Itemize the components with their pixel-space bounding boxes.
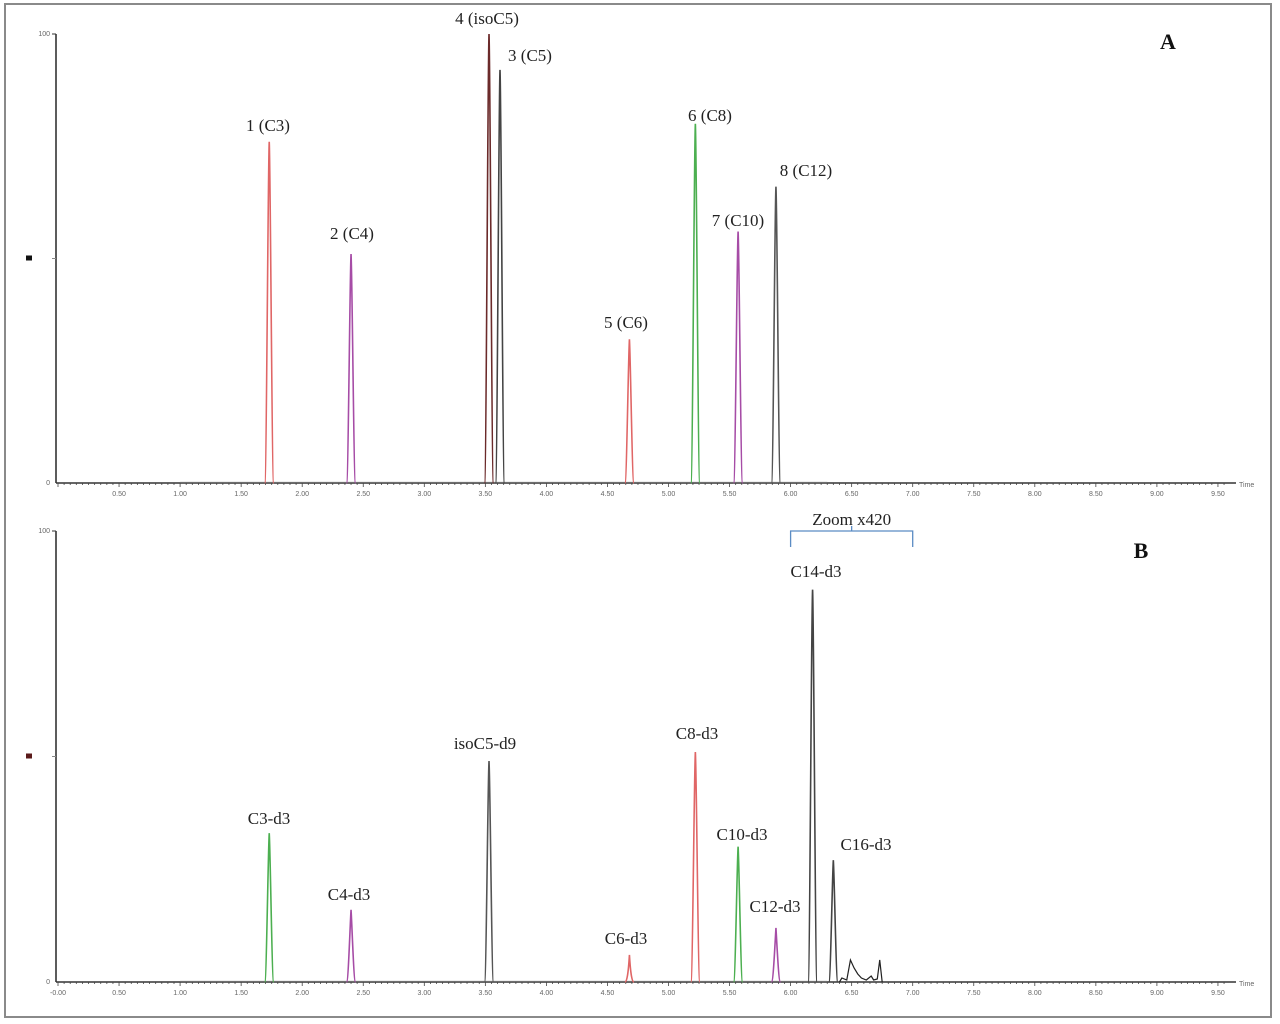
peak-label: 7 (C10) bbox=[712, 211, 764, 230]
x-tick-label: 3.50 bbox=[479, 491, 493, 498]
peak-label: 8 (C12) bbox=[780, 161, 832, 180]
peak-c8-d3 bbox=[690, 751, 701, 983]
peak-1-c3 bbox=[263, 141, 275, 484]
figure-frame bbox=[4, 3, 1272, 1018]
x-tick-label: 6.50 bbox=[845, 491, 859, 498]
y-tick-label: 0 bbox=[46, 979, 50, 986]
x-tick-label: 4.00 bbox=[540, 990, 554, 997]
x-tick-label: 1.50 bbox=[234, 990, 248, 997]
x-tick-label: 4.50 bbox=[601, 491, 615, 498]
x-tick-label: 9.50 bbox=[1211, 491, 1225, 498]
peak-label: 1 (C3) bbox=[246, 116, 290, 135]
peak-c12-d3 bbox=[770, 927, 782, 983]
peak-4-isoc5 bbox=[483, 33, 495, 484]
peak-2-c4 bbox=[345, 253, 357, 484]
panel-letter: B bbox=[1134, 538, 1149, 563]
peak-c6-d3 bbox=[624, 954, 635, 983]
peak-label: C6-d3 bbox=[605, 929, 648, 948]
y-scale-marker bbox=[26, 255, 32, 261]
panel-letter: A bbox=[1160, 29, 1176, 54]
x-tick-label: -0.00 bbox=[50, 990, 66, 997]
x-tick-label: 2.00 bbox=[295, 990, 309, 997]
peak-label: C14-d3 bbox=[791, 562, 842, 581]
peak-label: isoC5-d9 bbox=[454, 734, 516, 753]
peak-c3-d3 bbox=[263, 833, 275, 983]
x-tick-label: 4.00 bbox=[540, 491, 554, 498]
peak-3-c5 bbox=[494, 69, 506, 484]
peak-5-c6 bbox=[624, 339, 635, 484]
x-tick-label: 9.50 bbox=[1211, 990, 1225, 997]
peak-8-c12 bbox=[770, 186, 782, 484]
x-tick-label: 7.00 bbox=[906, 990, 920, 997]
peak-label: C3-d3 bbox=[248, 809, 291, 828]
y-tick-label: 100 bbox=[38, 31, 50, 38]
x-tick-label: 5.50 bbox=[723, 990, 737, 997]
x-tick-label: 2.50 bbox=[356, 990, 370, 997]
peak-label: 5 (C6) bbox=[604, 313, 648, 332]
y-tick-label: 100 bbox=[38, 528, 50, 535]
x-tick-label: 1.50 bbox=[234, 491, 248, 498]
x-tick-label: 5.00 bbox=[662, 491, 676, 498]
peak-label: C10-d3 bbox=[717, 825, 768, 844]
x-tick-label: 6.50 bbox=[845, 990, 859, 997]
x-axis-title: Time bbox=[1239, 981, 1254, 988]
panel-b: 100 0-0.00 0.50 1.00 1.50 2.00 2.50 3.00 3.50 4.0… bbox=[26, 510, 1254, 997]
peak-label: C8-d3 bbox=[676, 724, 719, 743]
x-axis-title: Time bbox=[1239, 482, 1254, 489]
peak-label: 2 (C4) bbox=[330, 224, 374, 243]
x-tick-label: 5.00 bbox=[662, 990, 676, 997]
x-tick-label: 9.00 bbox=[1150, 491, 1164, 498]
x-tick-label: 8.00 bbox=[1028, 990, 1042, 997]
x-tick-label: 5.50 bbox=[723, 491, 737, 498]
baseline-noise bbox=[838, 958, 883, 983]
x-tick-label: 9.00 bbox=[1150, 990, 1164, 997]
zoom-label: Zoom x420 bbox=[812, 510, 891, 529]
x-tick-label: 6.00 bbox=[784, 990, 798, 997]
x-tick-label: 6.00 bbox=[784, 491, 798, 498]
x-tick-label: 8.50 bbox=[1089, 491, 1103, 498]
x-tick-label: 0.50 bbox=[112, 491, 126, 498]
x-tick-label: 2.00 bbox=[295, 491, 309, 498]
peak-label: C4-d3 bbox=[328, 885, 371, 904]
peak-c16-d3 bbox=[828, 860, 839, 983]
x-tick-label: 3.00 bbox=[417, 491, 431, 498]
x-tick-label: 7.50 bbox=[967, 491, 981, 498]
peak-label: 3 (C5) bbox=[508, 46, 552, 65]
x-tick-label: 3.00 bbox=[417, 990, 431, 997]
peak-label: C16-d3 bbox=[841, 835, 892, 854]
x-tick-label: 1.00 bbox=[173, 990, 187, 997]
x-tick-label: 0.50 bbox=[112, 990, 126, 997]
y-scale-marker bbox=[26, 753, 32, 759]
peak-6-c8 bbox=[690, 123, 701, 484]
peak-label: 4 (isoC5) bbox=[455, 9, 519, 28]
zoom-bracket: Zoom x420 bbox=[789, 510, 914, 547]
x-tick-label: 7.50 bbox=[967, 990, 981, 997]
x-tick-label: 1.00 bbox=[173, 491, 187, 498]
x-tick-label: 4.50 bbox=[601, 990, 615, 997]
y-tick-label: 0 bbox=[46, 480, 50, 487]
peak-c14-d3 bbox=[807, 589, 818, 983]
x-tick-label: 2.50 bbox=[356, 491, 370, 498]
peak-label: C12-d3 bbox=[750, 897, 801, 916]
peak-7-c10 bbox=[732, 231, 744, 484]
peak-c4-d3 bbox=[345, 909, 357, 983]
peak-c10-d3 bbox=[732, 846, 744, 983]
panel-a: 100 0 0.50 1.00 1.50 2.00 2.50 3.00 3.50 4.00 4.50… bbox=[26, 9, 1254, 498]
peak-label: 6 (C8) bbox=[688, 106, 732, 125]
x-tick-label: 8.50 bbox=[1089, 990, 1103, 997]
x-tick-label: 8.00 bbox=[1028, 491, 1042, 498]
x-tick-label: 3.50 bbox=[479, 990, 493, 997]
peak-isoc5-d9 bbox=[483, 760, 495, 983]
x-tick-label: 7.00 bbox=[906, 491, 920, 498]
